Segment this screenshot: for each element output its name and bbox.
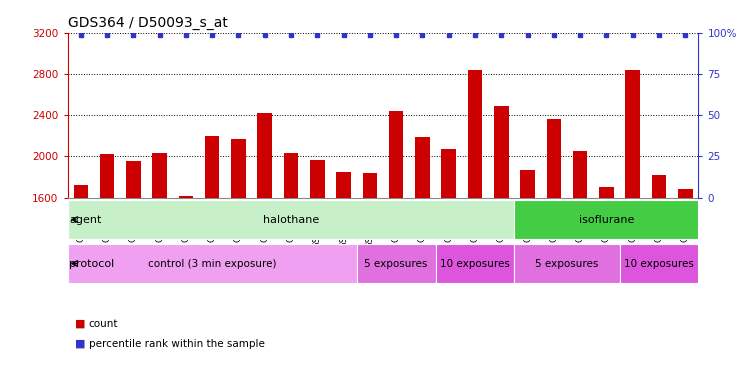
- Bar: [626, 70, 640, 198]
- Bar: [442, 149, 456, 198]
- Text: ■: ■: [75, 339, 86, 349]
- Bar: [179, 195, 193, 198]
- Text: agent: agent: [69, 214, 101, 225]
- Bar: [357, 244, 436, 283]
- Bar: [520, 170, 535, 198]
- Text: GDS364 / D50093_s_at: GDS364 / D50093_s_at: [68, 16, 228, 30]
- Text: 5 exposures: 5 exposures: [535, 258, 599, 269]
- Bar: [258, 113, 272, 198]
- Bar: [514, 200, 698, 239]
- Bar: [678, 190, 692, 198]
- Bar: [152, 153, 167, 198]
- Text: control (3 min exposure): control (3 min exposure): [148, 258, 276, 269]
- Bar: [468, 70, 482, 198]
- Text: ■: ■: [75, 319, 86, 329]
- Bar: [284, 153, 298, 198]
- Text: 10 exposures: 10 exposures: [440, 258, 510, 269]
- Text: 10 exposures: 10 exposures: [624, 258, 694, 269]
- Bar: [205, 136, 219, 198]
- Bar: [231, 139, 246, 198]
- Bar: [415, 137, 430, 198]
- Text: isoflurane: isoflurane: [579, 214, 634, 225]
- Bar: [620, 244, 698, 283]
- Bar: [514, 244, 620, 283]
- Text: protocol: protocol: [69, 258, 114, 269]
- Text: percentile rank within the sample: percentile rank within the sample: [89, 339, 264, 349]
- Bar: [363, 173, 377, 198]
- Text: halothane: halothane: [263, 214, 319, 225]
- Bar: [652, 175, 666, 198]
- Bar: [310, 160, 324, 198]
- Bar: [573, 151, 587, 198]
- Bar: [494, 106, 508, 198]
- Text: 5 exposures: 5 exposures: [364, 258, 428, 269]
- Bar: [599, 187, 614, 198]
- Text: count: count: [89, 319, 118, 329]
- Bar: [74, 185, 88, 198]
- Bar: [68, 244, 357, 283]
- Bar: [100, 154, 114, 198]
- Bar: [68, 200, 514, 239]
- Bar: [126, 161, 140, 198]
- Bar: [547, 119, 561, 198]
- Bar: [389, 111, 403, 198]
- Bar: [336, 172, 351, 198]
- Bar: [436, 244, 514, 283]
